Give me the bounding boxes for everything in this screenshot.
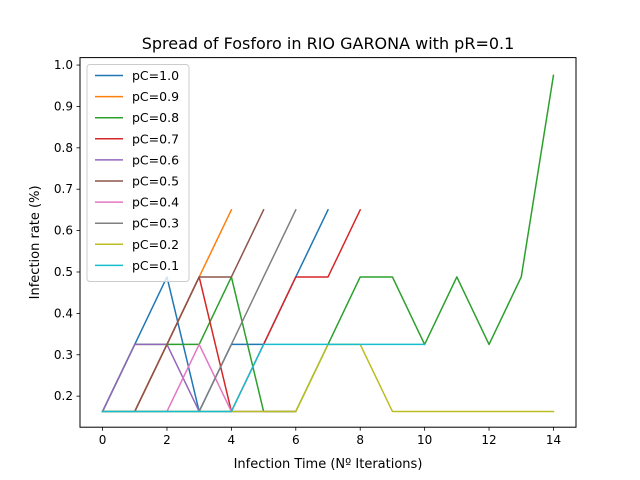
y-tick-label: 0.8 bbox=[54, 141, 73, 155]
y-tick-label: 1.0 bbox=[54, 58, 73, 72]
legend-label-8: pC=0.2 bbox=[132, 237, 179, 252]
legend-label-9: pC=0.1 bbox=[132, 258, 179, 273]
legend-label-2: pC=0.8 bbox=[132, 110, 179, 125]
legend: pC=1.0 pC=0.9 pC=0.8 pC=0.7 pC=0.6 pC=0.5 pC=0… bbox=[86, 64, 190, 282]
y-axis-label: Infection rate (%) bbox=[28, 185, 43, 299]
y-tick-label: 0.2 bbox=[54, 389, 73, 403]
legend-box bbox=[86, 64, 190, 282]
legend-label-5: pC=0.5 bbox=[132, 174, 179, 189]
series-layer bbox=[101, 74, 555, 413]
y-axis-ticks: 0.2 0.3 0.4 0.5 0.6 0.7 0.8 0.9 1.0 bbox=[54, 58, 80, 403]
plot-frame bbox=[79, 57, 577, 428]
x-tick-label: 14 bbox=[546, 433, 561, 447]
x-axis-label: Infection Time (Nº Iterations) bbox=[234, 457, 423, 472]
y-tick-label: 0.6 bbox=[54, 224, 73, 238]
legend-label-6: pC=0.4 bbox=[132, 195, 179, 210]
y-tick-label: 0.9 bbox=[54, 99, 73, 113]
x-tick-label: 10 bbox=[417, 433, 432, 447]
legend-label-0: pC=1.0 bbox=[132, 68, 179, 83]
chart-title: Spread of Fosforo in RIO GARONA with pR=… bbox=[142, 34, 515, 53]
x-axis-ticks: 0 2 4 6 8 10 12 14 bbox=[99, 427, 561, 447]
x-tick-label: 6 bbox=[292, 433, 300, 447]
series-line-9 bbox=[101, 343, 426, 413]
y-tick-label: 0.3 bbox=[54, 348, 73, 362]
legend-label-3: pC=0.7 bbox=[132, 131, 179, 146]
y-tick-label: 0.7 bbox=[54, 182, 73, 196]
legend-label-1: pC=0.9 bbox=[132, 89, 179, 104]
legend-label-4: pC=0.6 bbox=[132, 152, 179, 167]
x-tick-label: 4 bbox=[228, 433, 236, 447]
x-tick-label: 2 bbox=[163, 433, 171, 447]
x-tick-label: 12 bbox=[481, 433, 496, 447]
y-tick-label: 0.4 bbox=[54, 306, 73, 320]
y-tick-label: 0.5 bbox=[54, 265, 73, 279]
x-tick-label: 8 bbox=[356, 433, 364, 447]
x-tick-label: 0 bbox=[99, 433, 107, 447]
legend-label-7: pC=0.3 bbox=[132, 216, 179, 231]
